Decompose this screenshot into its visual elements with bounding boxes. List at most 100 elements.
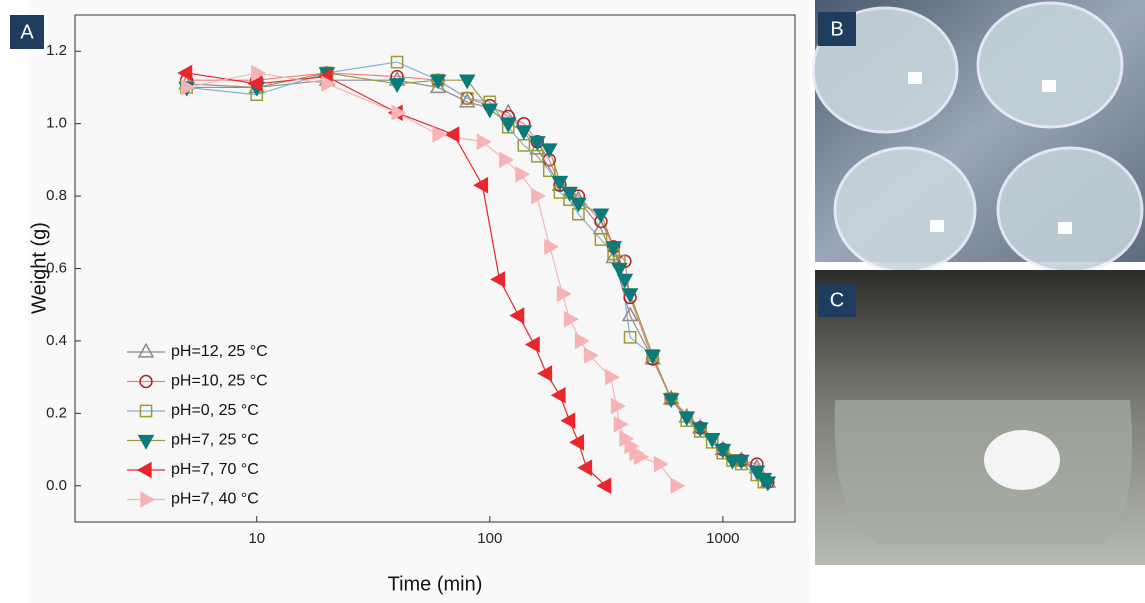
marker <box>623 330 637 344</box>
marker <box>481 103 499 119</box>
marker <box>714 443 732 459</box>
marker <box>509 307 525 324</box>
y-tick-label: 0.6 <box>46 259 67 276</box>
legend-label: pH=10, 25 °C <box>171 373 268 390</box>
marker <box>759 476 777 492</box>
marker <box>703 433 721 448</box>
marker <box>515 125 533 141</box>
marker <box>444 126 460 143</box>
y-axis-label: Weight (g) <box>28 222 50 314</box>
marker <box>499 117 517 133</box>
y-tick-label: 0.0 <box>46 477 67 494</box>
marker <box>556 285 572 303</box>
legend-marker <box>137 434 155 450</box>
marker <box>653 455 669 473</box>
y-tick-label: 1.2 <box>46 42 67 59</box>
marker <box>390 55 404 69</box>
x-tick-label: 1000 <box>706 530 739 547</box>
y-tick-label: 0.2 <box>46 404 67 421</box>
marker <box>529 136 546 151</box>
marker <box>177 64 193 82</box>
x-axis-label: Time (min) <box>388 573 483 595</box>
legend-label: pH=0, 25 °C <box>171 402 259 419</box>
marker <box>610 397 626 415</box>
photo-b <box>811 0 1145 274</box>
marker <box>388 78 406 94</box>
x-tick-label: 100 <box>477 530 502 547</box>
marker <box>574 332 590 350</box>
panel-label: B <box>830 18 843 40</box>
marker <box>432 126 448 143</box>
marker <box>429 74 447 90</box>
x-tick-label: 10 <box>248 530 265 547</box>
marker <box>529 139 546 155</box>
marker <box>247 75 263 93</box>
legend-marker <box>137 342 155 358</box>
marker <box>670 477 686 495</box>
marker <box>577 459 593 476</box>
marker <box>180 79 196 96</box>
photo-c <box>815 270 1145 565</box>
marker <box>321 75 337 93</box>
marker <box>691 422 709 438</box>
marker <box>391 104 407 122</box>
marker <box>541 143 558 159</box>
marker <box>592 208 610 224</box>
panel-label: A <box>20 21 34 43</box>
marker <box>490 271 506 288</box>
panel-label-box <box>818 283 856 317</box>
panel-label: C <box>830 289 844 311</box>
marker <box>476 133 492 151</box>
marker <box>594 233 608 246</box>
marker <box>251 64 266 82</box>
marker <box>569 434 585 451</box>
marker <box>611 262 628 278</box>
marker <box>634 448 649 466</box>
legend-marker <box>139 374 153 389</box>
legend-marker <box>139 404 153 418</box>
y-tick-label: 0.8 <box>46 187 67 204</box>
marker <box>458 74 476 90</box>
y-tick-label: 0.4 <box>46 332 67 349</box>
marker <box>537 365 553 382</box>
legend-label: pH=12, 25 °C <box>171 343 268 360</box>
marker <box>524 336 540 353</box>
marker <box>550 386 566 404</box>
marker <box>613 415 629 433</box>
marker <box>621 306 639 322</box>
panel-label-box <box>818 12 856 46</box>
y-tick-label: 1.0 <box>46 115 67 132</box>
marker <box>515 166 531 183</box>
legend-marker <box>140 491 156 508</box>
marker <box>570 197 587 213</box>
marker <box>605 241 622 257</box>
marker <box>460 91 474 105</box>
marker <box>733 454 750 470</box>
plot-area <box>74 14 796 523</box>
marker <box>551 175 569 191</box>
marker <box>531 187 546 205</box>
plot-series <box>177 55 777 495</box>
marker <box>678 411 696 427</box>
marker <box>616 273 634 289</box>
marker <box>458 92 476 108</box>
marker <box>560 412 576 429</box>
legend-label: pH=7, 40 °C <box>171 491 259 508</box>
marker <box>596 477 612 495</box>
marker <box>644 349 661 365</box>
marker <box>499 151 515 169</box>
marker <box>563 310 579 328</box>
marker <box>662 393 680 409</box>
marker <box>561 186 578 202</box>
legend-label: pH=7, 70 °C <box>171 461 259 478</box>
marker <box>542 164 556 178</box>
marker <box>473 176 489 194</box>
legend-marker <box>136 461 152 479</box>
marker <box>604 368 620 386</box>
panel-label-box <box>10 15 44 49</box>
legend-label: pH=7, 25 °C <box>171 432 259 449</box>
marker <box>583 347 599 364</box>
marker <box>544 238 560 256</box>
